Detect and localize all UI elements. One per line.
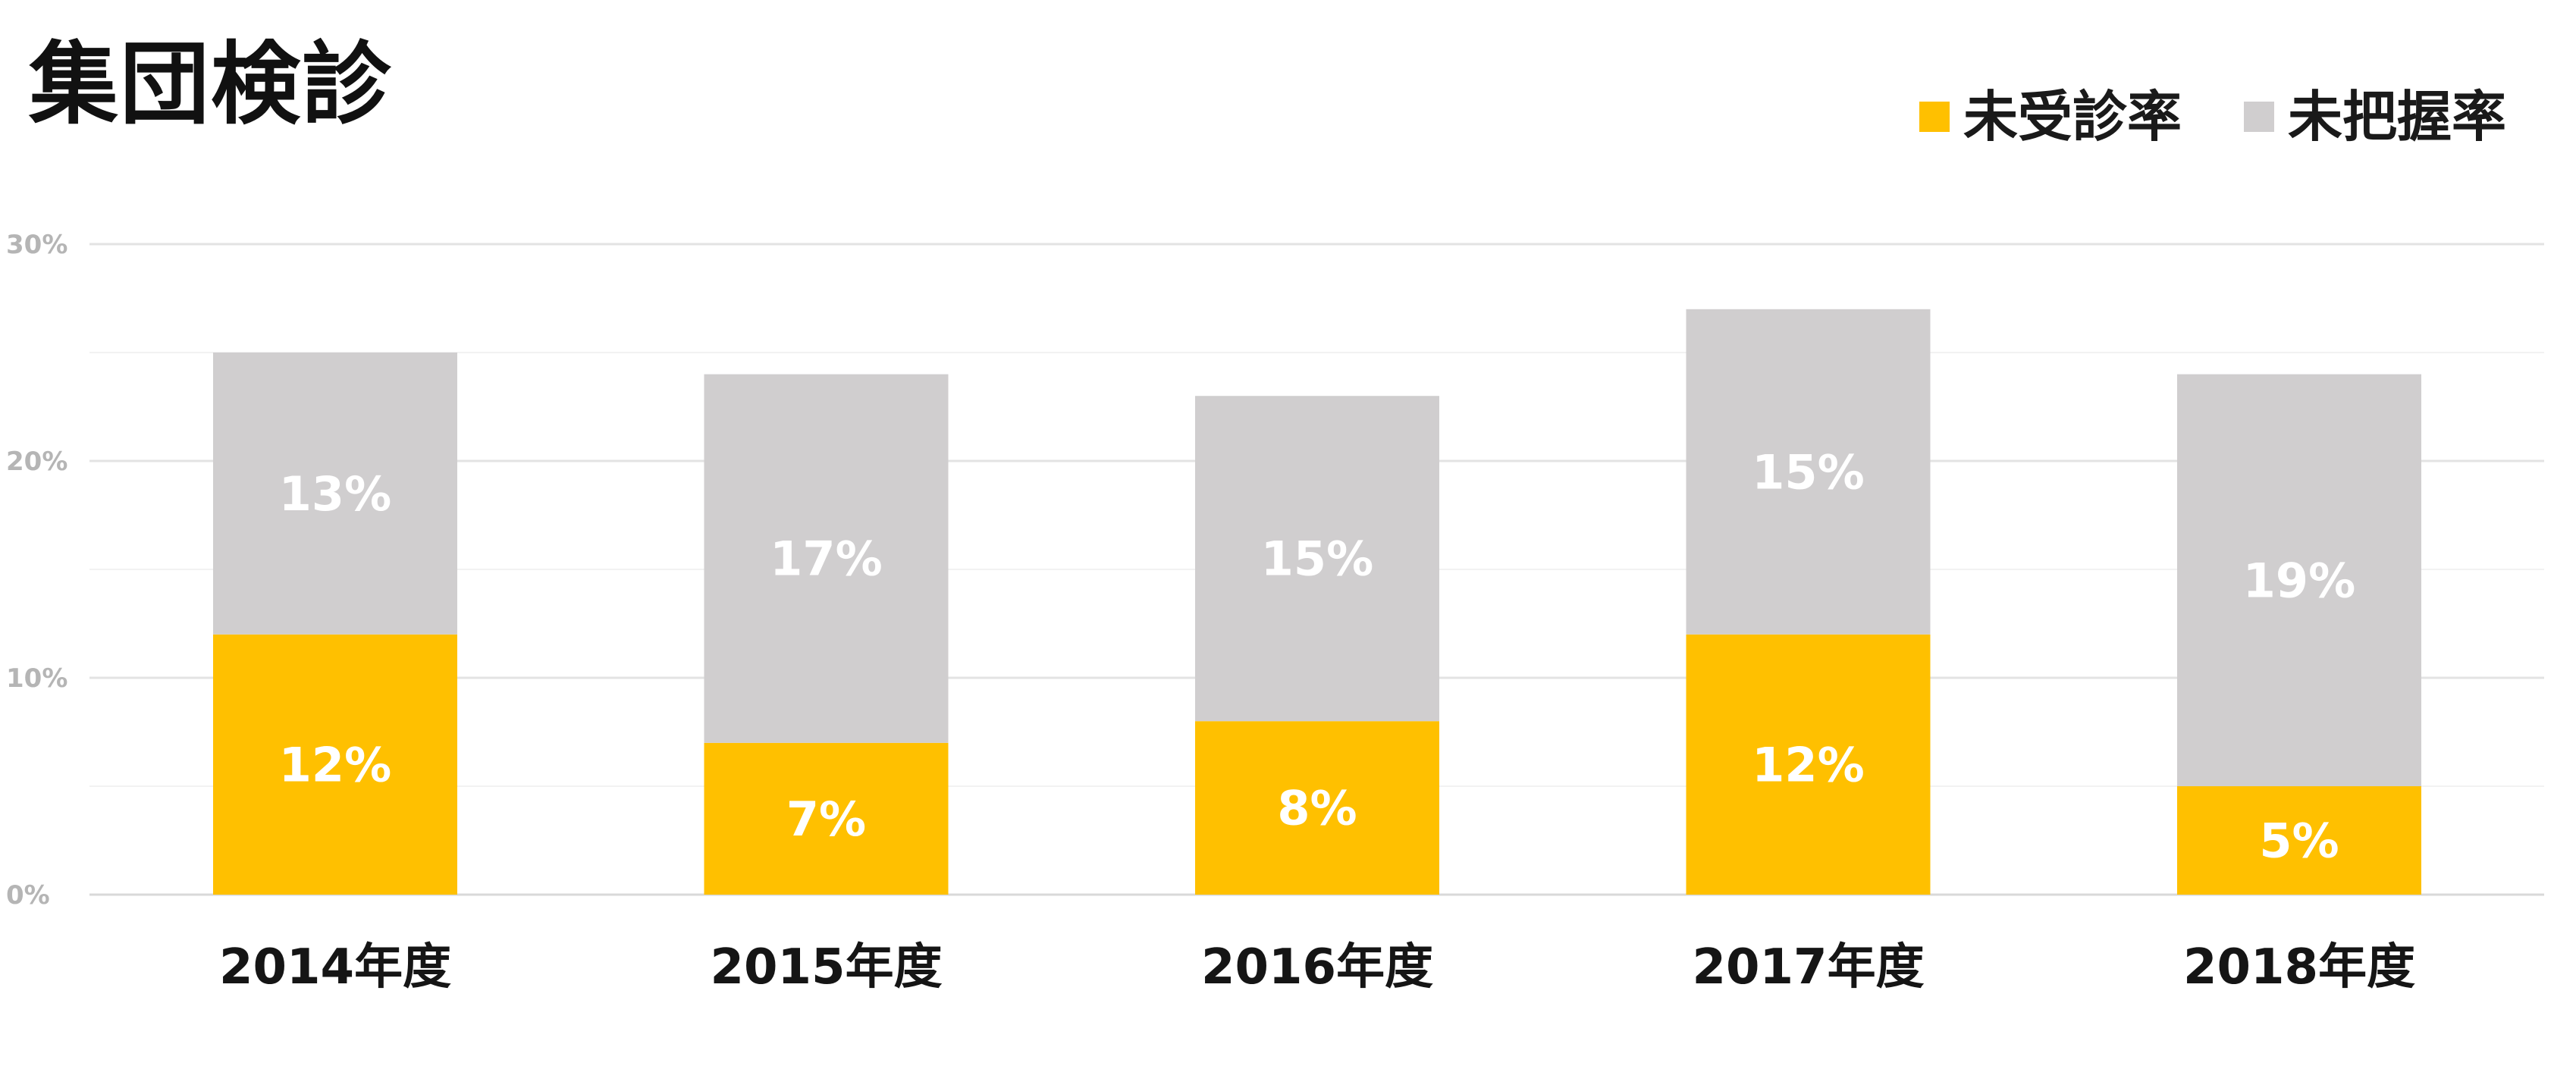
data-labels: 12% 13% 7% 17% 8% 15% 12% 15% 5% 19% — [279, 444, 2355, 868]
data-label: 12% — [1752, 737, 1864, 792]
data-label: 8% — [1277, 781, 1357, 836]
bar-segment-unexamined — [704, 742, 949, 895]
bar-segment-unknown — [704, 374, 949, 743]
bar-segment-unexamined — [1686, 634, 1931, 895]
data-label: 7% — [786, 792, 866, 847]
y-tick-label: 0% — [6, 880, 50, 911]
legend-item-unexamined: 未受診率 — [1919, 89, 2182, 144]
bar-segment-unknown — [213, 353, 457, 635]
y-tick-label: 20% — [6, 447, 67, 477]
bar-segment-unknown — [2177, 374, 2421, 787]
x-category-label: 2015年度 — [710, 939, 942, 995]
data-label: 13% — [279, 466, 391, 522]
x-category-label: 2017年度 — [1692, 939, 1924, 995]
data-label: 15% — [1261, 531, 1373, 587]
data-label: 19% — [2243, 553, 2355, 608]
x-category-label: 2016年度 — [1201, 939, 1433, 995]
bar-segment-unexamined — [2177, 786, 2421, 895]
x-axis-categories: 2014年度 2015年度 2016年度 2017年度 2018年度 — [219, 939, 2415, 995]
y-axis-ticks: 0% 10% 20% 30% — [6, 230, 67, 911]
y-tick-label: 30% — [6, 230, 67, 260]
legend-swatch-unknown — [2243, 102, 2274, 132]
y-tick-label: 10% — [6, 663, 67, 694]
legend-swatch-unexamined — [1919, 102, 1950, 132]
x-category-label: 2014年度 — [219, 939, 451, 995]
data-label: 15% — [1752, 444, 1864, 500]
legend: 未受診率 未把握率 — [1857, 89, 2506, 144]
legend-item-unknown: 未把握率 — [2243, 85, 2506, 149]
bars — [213, 309, 2421, 895]
x-category-label: 2018年度 — [2183, 939, 2415, 995]
data-label: 12% — [279, 737, 391, 792]
data-label: 17% — [770, 531, 882, 587]
legend-label-unexamined: 未受診率 — [1963, 85, 2182, 149]
bar-segment-unexamined — [213, 634, 457, 895]
bar-segment-unknown — [1195, 396, 1439, 722]
bar-segment-unexamined — [1195, 721, 1439, 895]
bar-segment-unknown — [1686, 309, 1931, 635]
data-label: 5% — [2259, 814, 2339, 869]
legend-label-unknown: 未把握率 — [2287, 85, 2506, 149]
chart-title: 集団検診 — [29, 32, 394, 136]
